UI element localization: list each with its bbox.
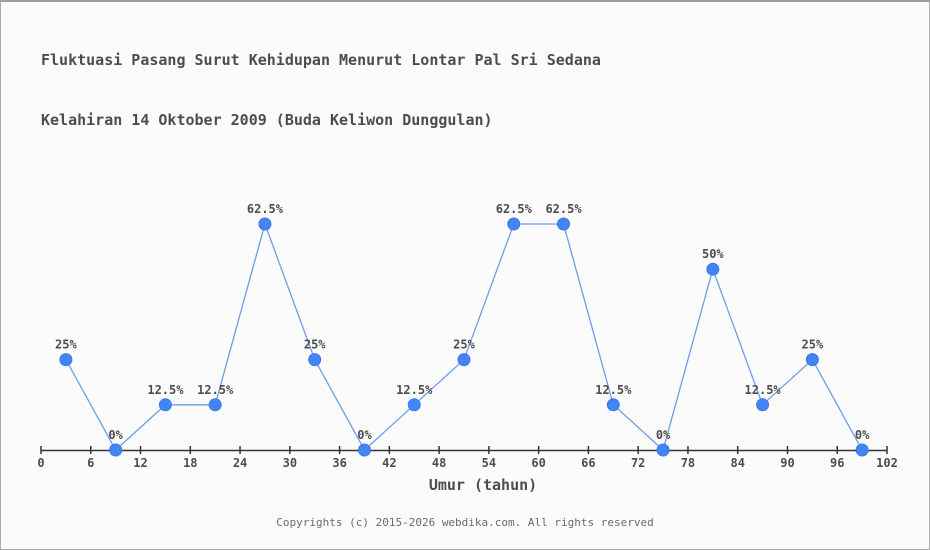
chart-title: Fluktuasi Pasang Surut Kehidupan Menurut… bbox=[41, 10, 601, 170]
data-point-label: 12.5% bbox=[745, 383, 782, 397]
data-point-label: 62.5% bbox=[496, 202, 533, 216]
data-point bbox=[158, 398, 172, 412]
data-point-label: 0% bbox=[855, 428, 870, 442]
x-axis-tick-label: 18 bbox=[183, 456, 197, 470]
x-axis-tick-label: 30 bbox=[283, 456, 297, 470]
data-point bbox=[258, 217, 272, 231]
x-axis-tick-label: 66 bbox=[581, 456, 595, 470]
data-point-label: 12.5% bbox=[147, 383, 184, 397]
data-point-label: 12.5% bbox=[396, 383, 433, 397]
data-point-label: 50% bbox=[702, 247, 724, 261]
x-axis-tick-label: 102 bbox=[876, 456, 898, 470]
x-axis-tick-label: 12 bbox=[133, 456, 147, 470]
data-point bbox=[855, 443, 869, 457]
data-point bbox=[805, 353, 819, 367]
data-point bbox=[656, 443, 670, 457]
data-point-label: 62.5% bbox=[247, 202, 284, 216]
x-axis-tick-label: 42 bbox=[382, 456, 396, 470]
x-axis-tick-label: 84 bbox=[730, 456, 744, 470]
data-point bbox=[507, 217, 521, 231]
data-point-label: 12.5% bbox=[197, 383, 234, 397]
data-point-label: 62.5% bbox=[545, 202, 582, 216]
x-axis-tick-label: 24 bbox=[233, 456, 247, 470]
x-axis-label: Umur (tahun) bbox=[428, 476, 538, 494]
data-point bbox=[756, 398, 770, 412]
x-axis-tick-label: 78 bbox=[681, 456, 695, 470]
data-point-label: 12.5% bbox=[595, 383, 632, 397]
x-axis-tick-label: 96 bbox=[830, 456, 844, 470]
x-axis-tick-label: 48 bbox=[432, 456, 446, 470]
data-point-label: 25% bbox=[453, 338, 475, 352]
data-point-label: 25% bbox=[802, 338, 824, 352]
data-point bbox=[109, 443, 123, 457]
data-point-label: 25% bbox=[304, 338, 326, 352]
data-point bbox=[308, 353, 322, 367]
x-axis-tick-label: 90 bbox=[780, 456, 794, 470]
data-point bbox=[457, 353, 471, 367]
data-point bbox=[706, 262, 720, 276]
x-axis-tick-label: 0 bbox=[37, 456, 44, 470]
x-axis-tick-label: 54 bbox=[482, 456, 496, 470]
x-axis-tick-label: 60 bbox=[531, 456, 545, 470]
data-point-label: 0% bbox=[656, 428, 671, 442]
data-point bbox=[59, 353, 73, 367]
data-point bbox=[606, 398, 620, 412]
data-point bbox=[407, 398, 421, 412]
data-point-label: 0% bbox=[108, 428, 123, 442]
x-axis-tick-label: 36 bbox=[332, 456, 346, 470]
x-axis-tick-label: 6 bbox=[87, 456, 94, 470]
copyright-text: Copyrights (c) 2015-2026 webdika.com. Al… bbox=[276, 516, 654, 529]
chart-title-line1: Fluktuasi Pasang Surut Kehidupan Menurut… bbox=[41, 51, 601, 69]
data-point bbox=[557, 217, 571, 231]
data-point-label: 0% bbox=[357, 428, 372, 442]
data-point bbox=[357, 443, 371, 457]
data-point bbox=[208, 398, 222, 412]
chart-title-line2: Kelahiran 14 Oktober 2009 (Buda Keliwon … bbox=[41, 111, 493, 129]
x-axis-tick-label: 72 bbox=[631, 456, 645, 470]
data-point-label: 25% bbox=[55, 338, 77, 352]
